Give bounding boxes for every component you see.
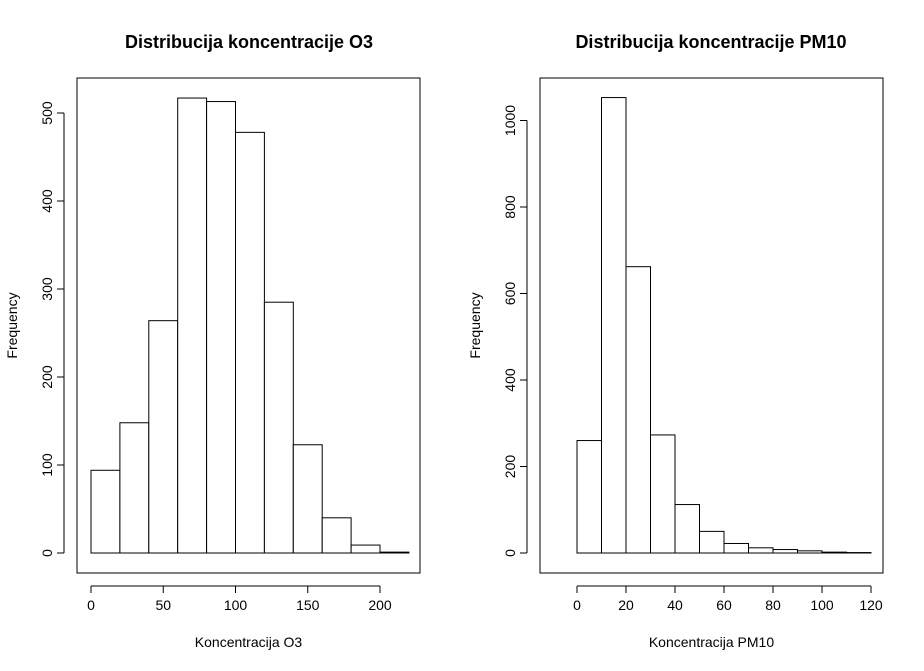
pm10-bar-5 (674, 504, 700, 554)
o3-chart-title: Distribucija koncentracije O3 (125, 32, 373, 52)
pm10-bar-8 (748, 547, 774, 554)
o3-y-tick-label-3: 300 (39, 277, 55, 301)
pm10-bar-9 (772, 549, 798, 554)
pm10-bar-1 (576, 440, 602, 554)
o3-bar-0 (90, 469, 121, 554)
pm10-bar-4 (650, 434, 676, 554)
pm10-x-tick-label-5: 100 (810, 597, 834, 613)
o3-histogram-panel: Distribucija koncentracije O3 0 50 100 150 20… (4, 32, 421, 650)
o3-x-axis-label: Koncentracija O3 (195, 634, 303, 650)
pm10-y-tick-label-0: 0 (502, 549, 518, 557)
pm10-y-tick-label-3: 600 (502, 282, 518, 306)
o3-y-tick-label-2: 200 (39, 365, 55, 389)
pm10-x-tick-label-0: 0 (573, 597, 581, 613)
pm10-y-tick-label-1: 200 (502, 455, 518, 479)
o3-bar-6 (263, 301, 294, 554)
o3-y-tick-label-1: 100 (39, 453, 55, 477)
pm10-bar-7 (723, 542, 749, 554)
pm10-y-tick-label-2: 400 (502, 368, 518, 392)
pm10-y-tick-label-4: 800 (502, 195, 518, 219)
pm10-x-tick-label-4: 80 (765, 597, 781, 613)
pm10-bar-3 (625, 266, 651, 554)
pm10-y-axis-label: Frequency (467, 292, 483, 358)
o3-y-tick-label-4: 400 (39, 189, 55, 213)
pm10-histogram-panel: Distribucija koncentracije PM10 0 20 40 60 80… (467, 32, 884, 650)
o3-plot-frame (76, 77, 421, 574)
o3-bar-2 (148, 320, 179, 554)
o3-bar-3 (177, 97, 208, 554)
pm10-y-tick-label-5: 1000 (502, 105, 518, 136)
o3-x-tick-label-2: 100 (224, 597, 248, 613)
pm10-bar-6 (699, 530, 725, 554)
o3-y-tick-label-0: 0 (39, 549, 55, 557)
pm10-bar-2 (601, 97, 627, 554)
pm10-bar-10 (797, 550, 823, 554)
pm10-x-tick-label-3: 60 (716, 597, 732, 613)
o3-bar-8 (321, 517, 352, 554)
o3-x-tick-label-3: 150 (296, 597, 320, 613)
pm10-x-axis-label: Koncentracija PM10 (649, 634, 775, 650)
o3-x-tick-label-0: 0 (87, 597, 95, 613)
o3-bar-10 (379, 551, 410, 554)
pm10-x-tick-label-2: 40 (667, 597, 683, 613)
o3-y-tick-label-5: 500 (39, 101, 55, 125)
pm10-chart-title: Distribucija koncentracije PM10 (575, 32, 846, 52)
o3-y-axis-label: Frequency (4, 292, 20, 358)
o3-x-tick-label-1: 50 (155, 597, 171, 613)
o3-bar-1 (119, 422, 150, 554)
pm10-x-tick-label-1: 20 (618, 597, 634, 613)
pm10-x-tick-label-6: 120 (859, 597, 883, 613)
o3-bar-7 (292, 444, 323, 554)
o3-bar-4 (206, 101, 237, 554)
o3-x-tick-label-4: 200 (368, 597, 392, 613)
pm10-bar-11 (821, 551, 847, 554)
pm10-plot-frame (539, 77, 884, 574)
o3-bar-5 (235, 131, 265, 554)
o3-bar-9 (350, 544, 381, 554)
